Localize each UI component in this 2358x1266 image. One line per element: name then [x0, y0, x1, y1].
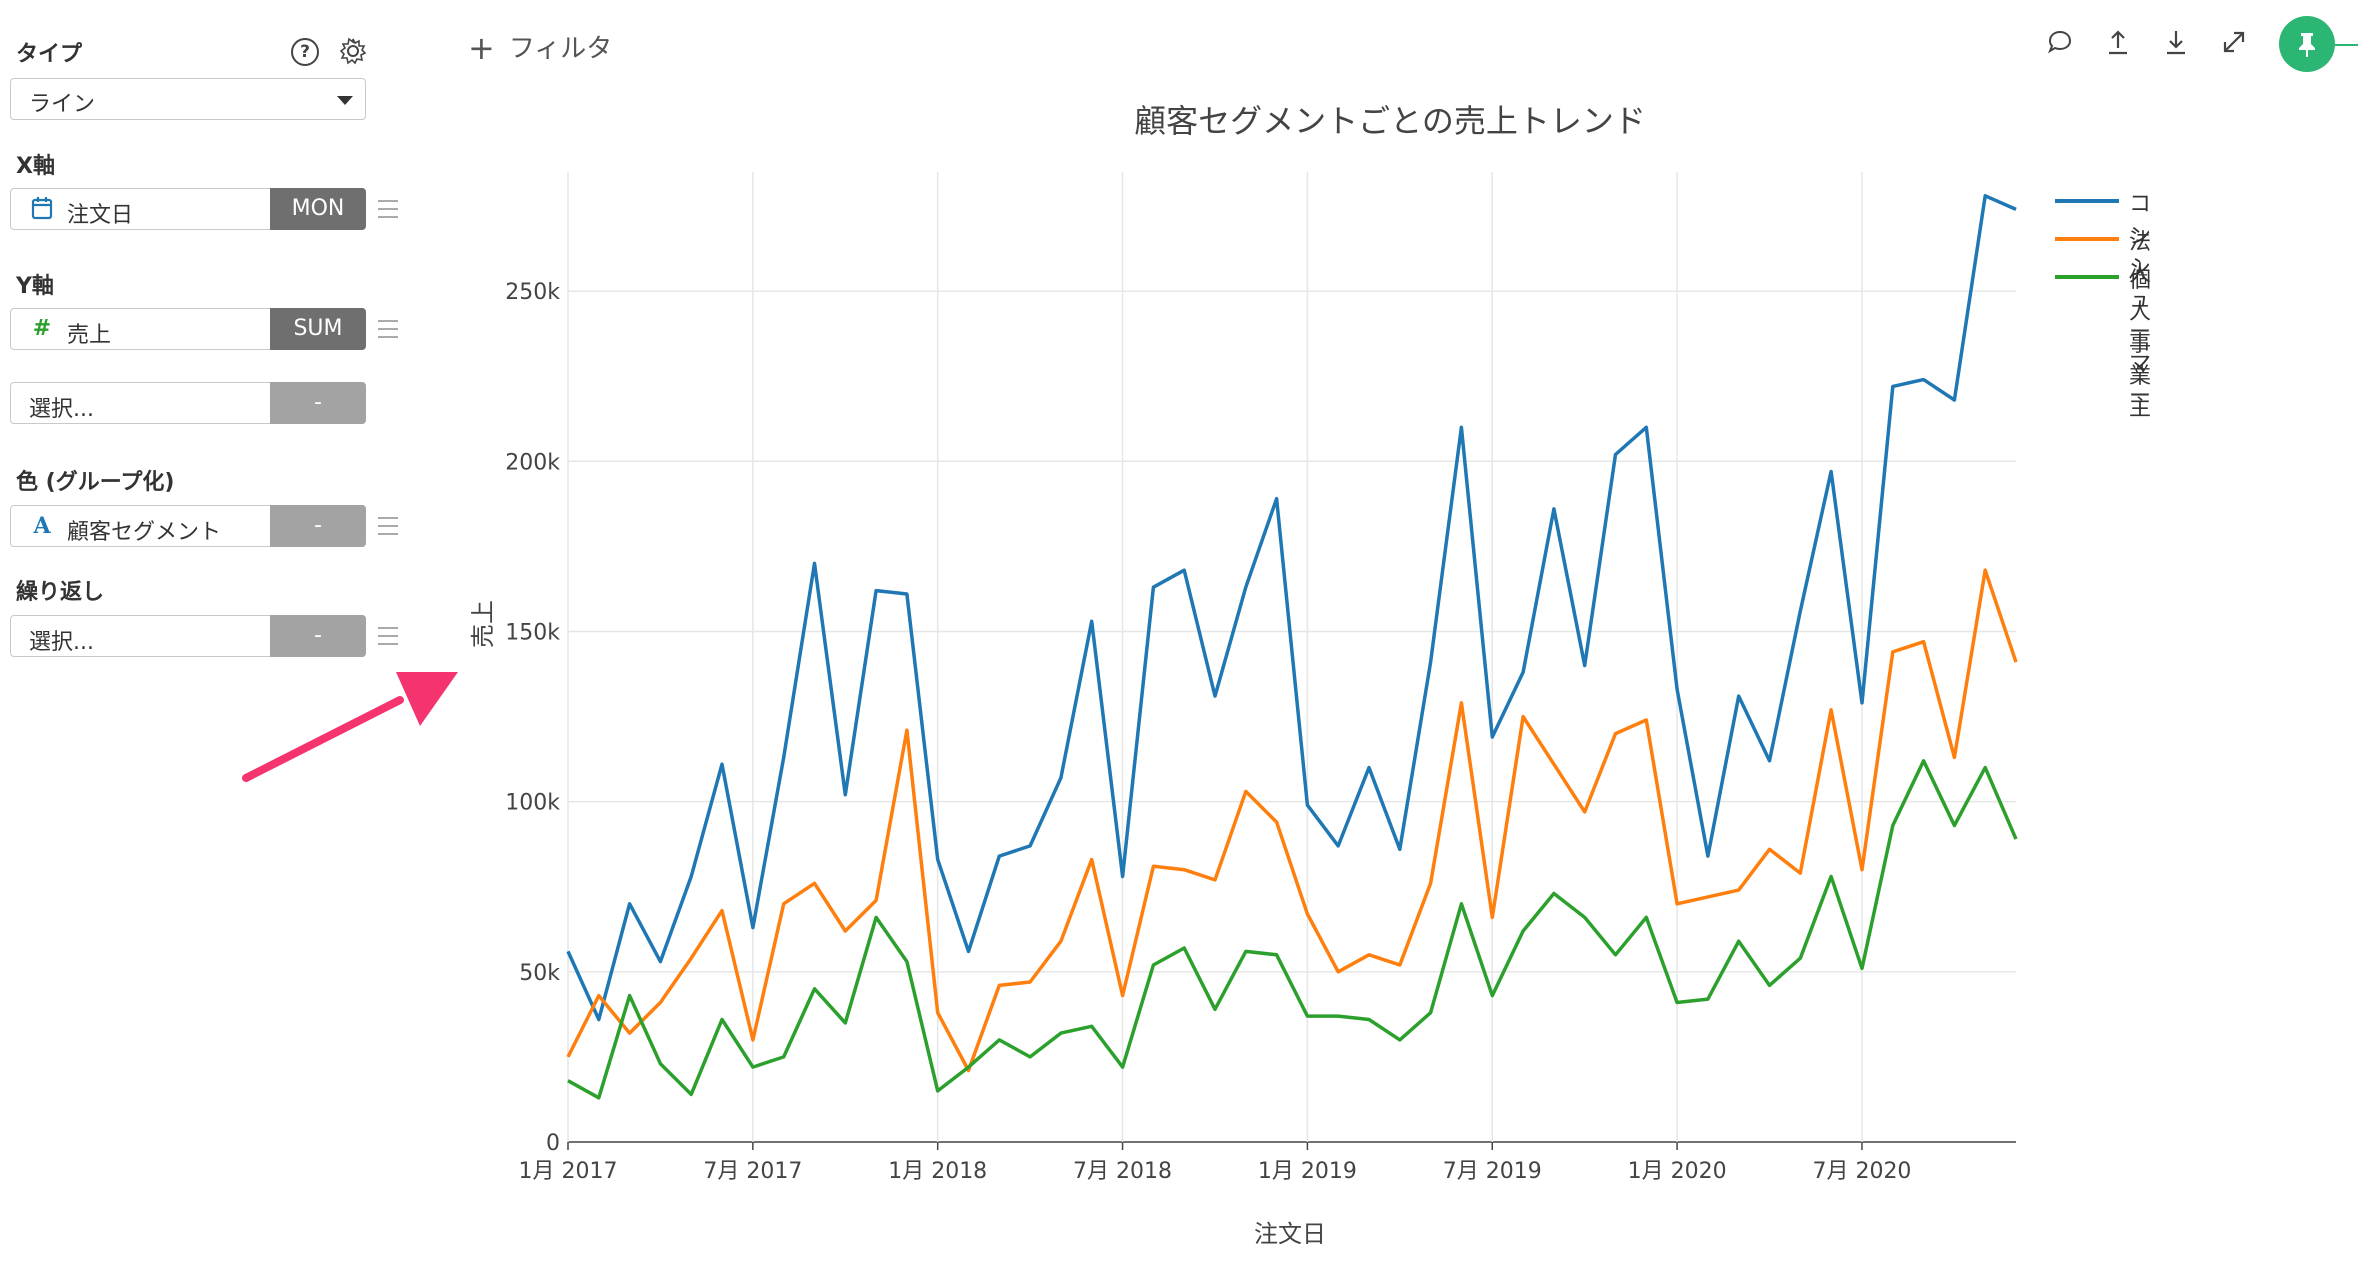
- pin-button[interactable]: [2279, 16, 2335, 72]
- y-tick-label: 150k: [505, 620, 560, 645]
- repeat-placeholder: 選択...: [29, 630, 94, 655]
- x-tick-label: 1月 2018: [888, 1159, 987, 1184]
- text-type-icon: A: [33, 513, 51, 539]
- y-axis-title: 売上: [469, 600, 497, 648]
- y-axis-second-placeholder: 選択...: [29, 397, 94, 422]
- x-tick-label: 1月 2019: [1258, 1159, 1357, 1184]
- repeat-label: 繰り返し: [16, 580, 105, 605]
- y-axis-drag-handle[interactable]: [378, 320, 398, 344]
- filter-label: フィルタ: [508, 34, 613, 64]
- chart-settings-panel: タイプ ? ライン X軸 注文日 MON Y軸 # 売上 SUM 選択... -…: [0, 0, 398, 1266]
- x-axis-aggregation-button[interactable]: MON: [270, 188, 366, 230]
- y-tick-label: 100k: [505, 791, 560, 816]
- chevron-down-icon: [337, 96, 353, 105]
- calendar-icon: [29, 196, 55, 222]
- x-tick-label: 1月 2017: [519, 1159, 618, 1184]
- y-tick-label: 200k: [505, 450, 560, 475]
- legend-label: 法人: [2129, 230, 2152, 287]
- plus-icon: +: [468, 29, 495, 67]
- y-axis-second-field[interactable]: 選択... -: [10, 382, 366, 424]
- y-axis-field-name: 売上: [67, 323, 112, 348]
- x-axis-drag-handle[interactable]: [378, 200, 398, 224]
- x-axis-field[interactable]: 注文日 MON: [10, 188, 366, 230]
- pin-icon: [2299, 33, 2315, 57]
- repeat-drag-handle[interactable]: [378, 627, 398, 651]
- expand-icon[interactable]: [2220, 28, 2248, 60]
- legend-swatch: [2055, 237, 2119, 241]
- x-tick-label: 7月 2020: [1812, 1159, 1911, 1184]
- y-tick-label: 0: [546, 1131, 560, 1156]
- chart-title: 顧客セグメントごとの売上トレンド: [1134, 102, 1646, 140]
- color-group-field-name: 顧客セグメント: [67, 520, 222, 545]
- add-filter-button[interactable]: + フィルタ: [468, 28, 612, 67]
- x-axis-field-name: 注文日: [67, 203, 134, 228]
- x-axis-label: X軸: [16, 154, 55, 179]
- y-tick-label: 250k: [505, 280, 560, 305]
- x-axis-title: 注文日: [1254, 1220, 1326, 1248]
- repeat-field[interactable]: 選択... -: [10, 615, 366, 657]
- gear-icon[interactable]: [338, 36, 368, 70]
- color-group-aggregation-button[interactable]: -: [270, 505, 366, 547]
- legend-label: コンシューマー: [2129, 192, 2152, 409]
- help-icon[interactable]: ?: [291, 38, 319, 66]
- chart-type-select[interactable]: ライン: [10, 78, 366, 120]
- x-tick-label: 1月 2020: [1628, 1159, 1727, 1184]
- series-line-0: [566, 194, 2017, 1022]
- chart-type-value: ライン: [29, 92, 96, 117]
- repeat-aggregation-button[interactable]: -: [270, 615, 366, 657]
- x-tick-label: 7月 2018: [1073, 1159, 1172, 1184]
- y-axis-label: Y軸: [16, 274, 54, 299]
- type-label: タイプ: [16, 42, 83, 67]
- pin-connector-line: [2335, 44, 2358, 46]
- legend-label: 個人事業主: [2129, 268, 2152, 421]
- y-axis-aggregation-button[interactable]: SUM: [270, 308, 366, 350]
- upload-icon[interactable]: [2104, 28, 2132, 60]
- x-tick-label: 7月 2019: [1443, 1159, 1542, 1184]
- legend-swatch: [2055, 275, 2119, 279]
- y-tick-label: 50k: [519, 961, 560, 986]
- color-group-label: 色 (グループ化): [16, 470, 175, 495]
- comment-icon[interactable]: [2046, 28, 2074, 60]
- y-axis-second-aggregation-button[interactable]: -: [270, 382, 366, 424]
- y-axis-field[interactable]: # 売上 SUM: [10, 308, 366, 350]
- series-line-1: [566, 568, 2018, 1073]
- series-line-2: [567, 759, 2018, 1100]
- color-group-drag-handle[interactable]: [378, 517, 398, 541]
- number-hash-icon: #: [32, 316, 52, 341]
- x-tick-label: 7月 2017: [703, 1159, 802, 1184]
- download-icon[interactable]: [2162, 28, 2190, 60]
- color-group-field[interactable]: A 顧客セグメント -: [10, 505, 366, 547]
- legend-swatch: [2055, 199, 2119, 203]
